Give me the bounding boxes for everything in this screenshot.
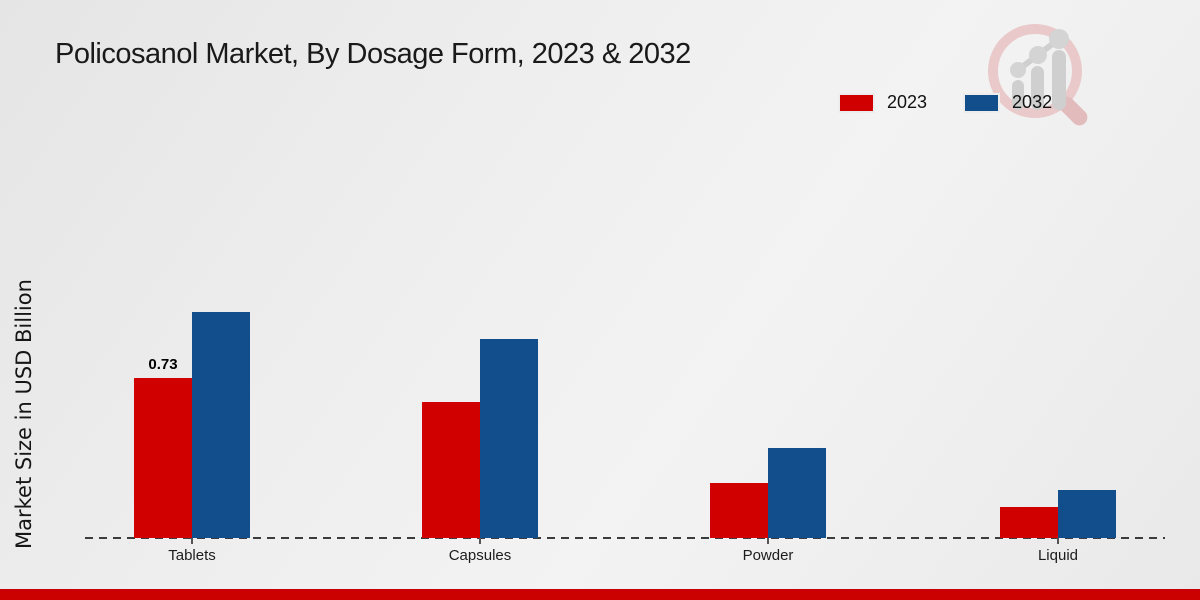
chart-title: Policosanol Market, By Dosage Form, 2023… xyxy=(55,38,691,70)
bar-2032-liquid xyxy=(1058,490,1116,538)
x-axis-tick xyxy=(479,538,481,544)
x-axis-baseline xyxy=(85,537,1165,539)
magnifier-growth-chart-logo-icon xyxy=(988,24,1088,126)
bar-value-label-2023-tablets: 0.73 xyxy=(148,356,178,373)
bar-2032-tablets xyxy=(192,312,250,538)
bar-2023-tablets xyxy=(134,378,192,538)
x-axis-tick xyxy=(767,538,769,544)
legend-item-2023: 2023 xyxy=(838,92,927,113)
x-axis-tick xyxy=(191,538,193,544)
bar-2032-capsules xyxy=(480,339,538,538)
legend-swatch-2023 xyxy=(838,92,875,113)
legend-label: 2032 xyxy=(1012,92,1053,112)
bar-2023-liquid xyxy=(1000,507,1058,538)
category-label-liquid: Liquid xyxy=(1037,547,1079,564)
category-label-powder: Powder xyxy=(742,547,794,564)
x-axis-tick xyxy=(1057,538,1059,544)
bottom-accent-bar xyxy=(0,589,1200,600)
bar-2032-powder xyxy=(768,448,826,538)
bar-2023-powder xyxy=(710,483,768,538)
category-label-tablets: Tablets xyxy=(168,547,216,564)
legend-swatch-2032 xyxy=(963,92,1001,113)
bar-2023-capsules xyxy=(422,402,480,538)
chart-legend: 2023 2032 xyxy=(838,92,1052,113)
legend-label: 2023 xyxy=(887,92,928,112)
legend-item-2032: 2032 xyxy=(963,92,1052,113)
category-label-capsules: Capsules xyxy=(448,547,512,564)
